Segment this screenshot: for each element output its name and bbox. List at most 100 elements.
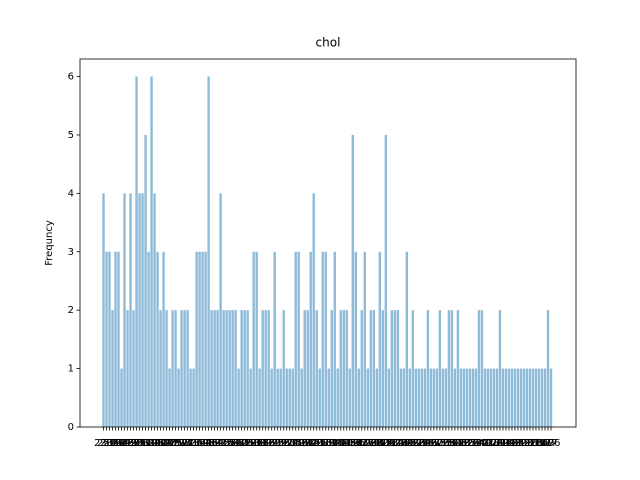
x-tick-label: 126 xyxy=(346,438,365,449)
bar xyxy=(450,310,454,427)
x-tick-label: 276 xyxy=(430,438,449,449)
x-tick-label: 212 xyxy=(160,438,179,449)
x-tick-label: 185 xyxy=(457,438,476,449)
x-tick-label: 236 xyxy=(103,438,122,449)
bar xyxy=(498,310,502,427)
x-tick-label: 246 xyxy=(328,438,347,449)
x-tick-label: 289 xyxy=(490,438,509,449)
bar xyxy=(543,368,547,427)
x-tick-label: 167 xyxy=(421,438,440,449)
bar xyxy=(372,310,376,427)
bar xyxy=(342,310,345,427)
bar xyxy=(336,368,339,427)
bar xyxy=(105,251,108,427)
x-tick-label: 196 xyxy=(340,438,359,449)
x-tick-label: 180 xyxy=(385,438,404,449)
bar xyxy=(447,310,451,427)
x-tick-label: 222 xyxy=(238,438,257,449)
x-tick-label: 319 xyxy=(526,438,545,449)
bar xyxy=(387,368,391,427)
y-tick-label: 3 xyxy=(68,247,74,258)
x-tick-label: 318 xyxy=(289,438,308,449)
bar xyxy=(228,310,231,427)
bar xyxy=(429,368,433,427)
x-tick-label: 268 xyxy=(364,438,383,449)
bar xyxy=(240,310,243,427)
x-tick-label: 295 xyxy=(373,438,392,449)
x-tick-label: 278 xyxy=(394,438,413,449)
bar xyxy=(486,368,490,427)
bar xyxy=(399,368,403,427)
x-tick-label: 176 xyxy=(541,438,560,449)
bar xyxy=(369,310,372,427)
bar xyxy=(483,368,487,427)
bar xyxy=(444,368,448,427)
bar xyxy=(126,310,129,427)
bar xyxy=(315,310,318,427)
bar xyxy=(381,310,385,427)
bar xyxy=(351,134,354,427)
bar xyxy=(471,368,475,427)
bar xyxy=(282,310,285,427)
bar xyxy=(270,368,273,427)
x-tick-label: 257 xyxy=(217,438,236,449)
bar xyxy=(138,193,141,427)
bar xyxy=(339,310,342,427)
bar xyxy=(549,368,553,427)
bar xyxy=(408,368,412,427)
x-tick-label: 313 xyxy=(349,438,368,449)
y-tick-label: 1 xyxy=(68,364,74,375)
bar xyxy=(384,134,388,427)
x-tick-label: 213 xyxy=(181,438,200,449)
x-tick-label: 244 xyxy=(331,438,350,449)
x-tick-label: 204 xyxy=(100,438,119,449)
bar xyxy=(222,310,225,427)
bar xyxy=(306,310,309,427)
bar xyxy=(192,368,195,427)
x-tick-label: 327 xyxy=(517,438,536,449)
x-tick-label: 299 xyxy=(496,438,515,449)
bar xyxy=(480,310,484,427)
bar xyxy=(285,368,288,427)
x-tick-label: 304 xyxy=(184,438,203,449)
bar xyxy=(513,368,517,427)
x-tick-label: 255 xyxy=(307,438,326,449)
bar xyxy=(492,368,496,427)
bar xyxy=(516,368,520,427)
x-tick-label: 564 xyxy=(295,438,314,449)
x-tick-label: 243 xyxy=(154,438,173,449)
x-tick-label: 275 xyxy=(127,438,146,449)
bar xyxy=(507,368,511,427)
bar xyxy=(366,368,369,427)
bar xyxy=(534,368,538,427)
x-tick-label: 286 xyxy=(406,438,425,449)
chart-title: chol xyxy=(316,36,341,50)
x-tick-label: 164 xyxy=(466,438,485,449)
bar xyxy=(510,368,514,427)
bar xyxy=(300,368,303,427)
bar xyxy=(147,251,150,427)
x-tick-label: 300 xyxy=(499,438,518,449)
x-tick-label: 288 xyxy=(316,438,335,449)
bar xyxy=(267,310,270,427)
bar xyxy=(474,368,478,427)
x-tick-label: 239 xyxy=(124,438,143,449)
bar xyxy=(198,251,201,427)
bar xyxy=(165,310,168,427)
bar xyxy=(453,368,457,427)
x-tick-label: 253 xyxy=(397,438,416,449)
x-tick-label: 206 xyxy=(418,438,437,449)
x-tick-label: 266 xyxy=(130,438,149,449)
bar xyxy=(195,251,198,427)
x-tick-label: 211 xyxy=(133,438,152,449)
x-tick-label: 193 xyxy=(358,438,377,449)
x-tick-label: 342 xyxy=(400,438,419,449)
x-tick-label: 306 xyxy=(376,438,395,449)
x-tick-label: 223 xyxy=(313,438,332,449)
bar xyxy=(141,193,144,427)
bar xyxy=(249,368,252,427)
bar xyxy=(255,251,258,427)
bar xyxy=(378,251,382,427)
x-tick-label: 214 xyxy=(301,438,320,449)
